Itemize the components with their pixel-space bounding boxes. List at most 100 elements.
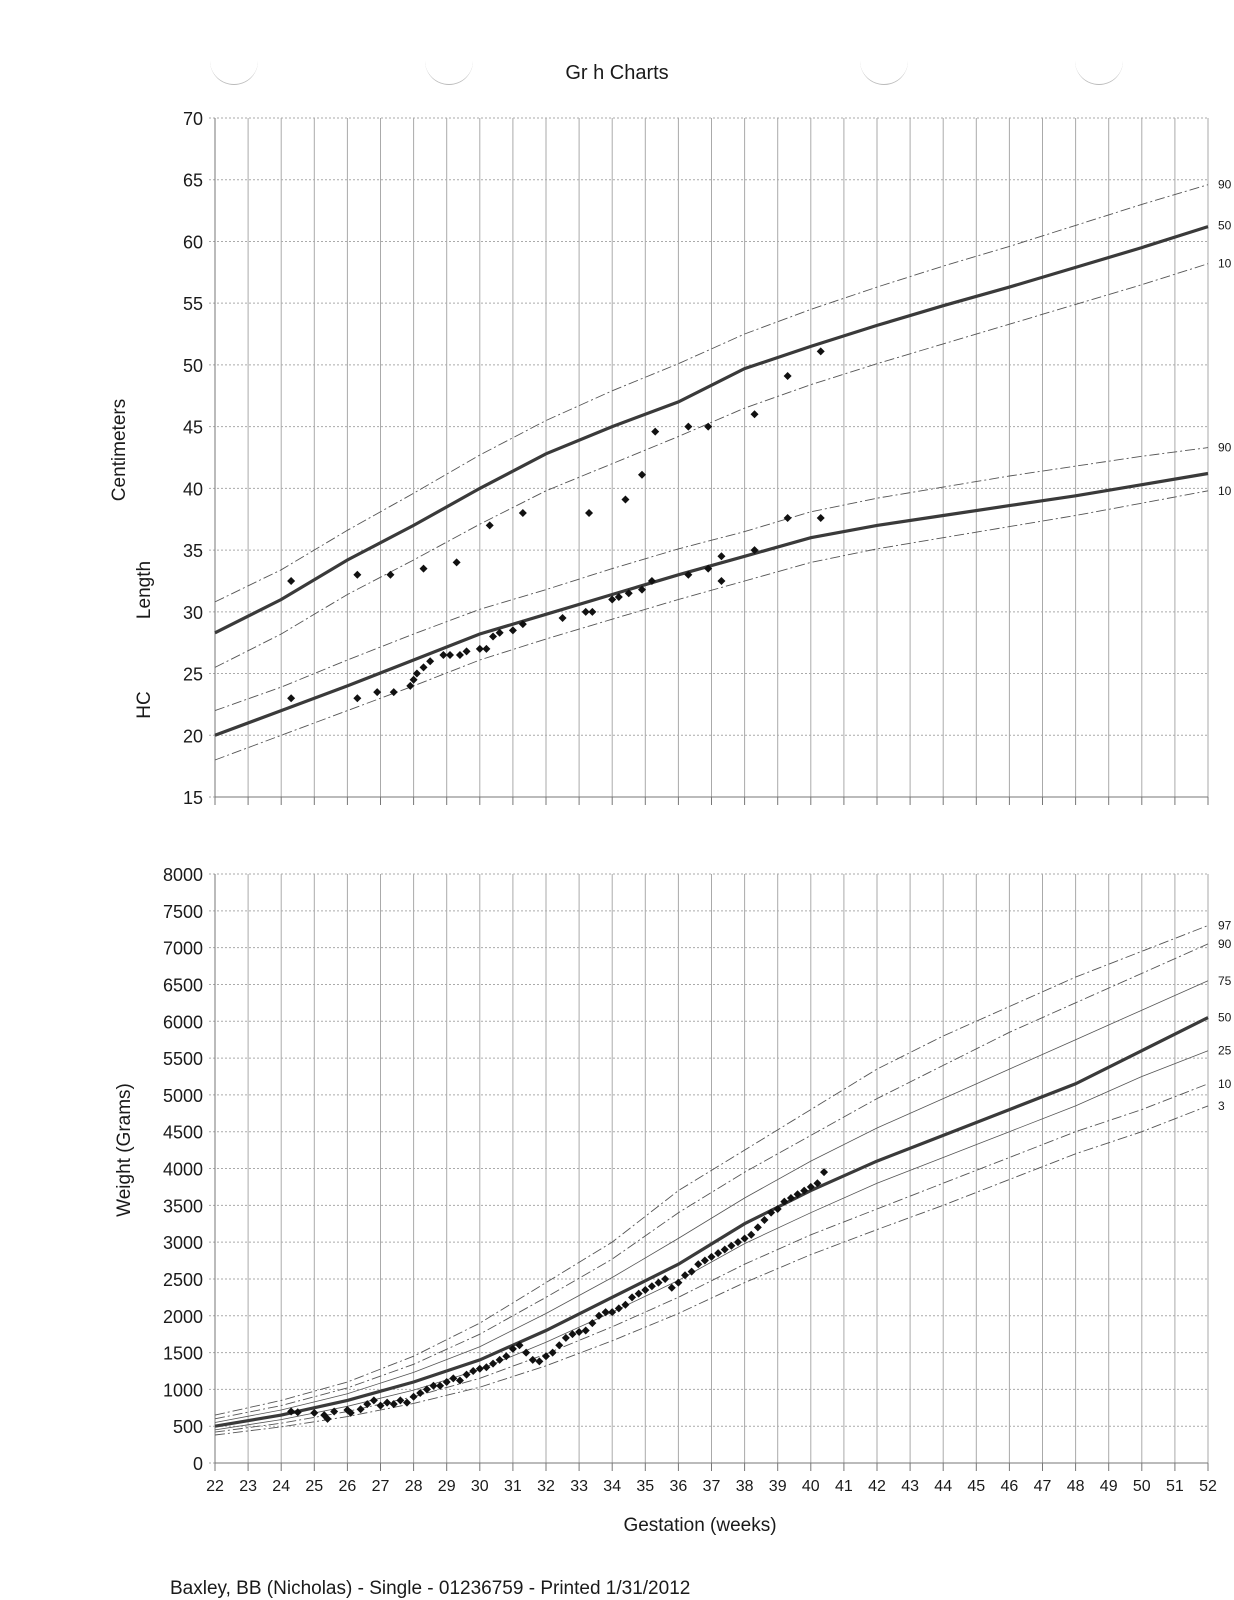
x-tick-label: 36 bbox=[670, 1478, 688, 1495]
x-tick-label: 52 bbox=[1199, 1478, 1217, 1495]
hc-point bbox=[647, 576, 656, 585]
x-tick-label: 25 bbox=[305, 1478, 323, 1495]
y-tick-label: 65 bbox=[183, 171, 203, 191]
weight-point bbox=[707, 1252, 716, 1261]
y-tick-label: 7000 bbox=[163, 939, 203, 959]
length-point bbox=[783, 372, 792, 381]
y-tick-label: 40 bbox=[183, 479, 203, 499]
length-point bbox=[704, 422, 713, 431]
weight-point bbox=[628, 1293, 637, 1302]
weight-point bbox=[581, 1326, 590, 1335]
x-tick-label: 47 bbox=[1034, 1478, 1052, 1495]
hc-point bbox=[462, 647, 471, 656]
weight-point bbox=[422, 1385, 431, 1394]
weight-point bbox=[346, 1408, 355, 1417]
weight-point bbox=[449, 1374, 458, 1383]
hc-point bbox=[750, 546, 759, 555]
hc-point bbox=[704, 564, 713, 573]
x-tick-label: 44 bbox=[934, 1478, 952, 1495]
percentile-label: 10 bbox=[1218, 1077, 1232, 1091]
weight-point bbox=[760, 1216, 769, 1225]
y-tick-label: 4000 bbox=[163, 1160, 203, 1180]
hc-point bbox=[475, 644, 484, 653]
hc-point bbox=[389, 688, 398, 697]
weight-chart: 0 500 1000 1500 2000 2500 3000 3500 4000 4500 5000… bbox=[163, 865, 1232, 1495]
percentile-50-curve bbox=[214, 1016, 1209, 1428]
weight-point bbox=[793, 1190, 802, 1199]
weight-point bbox=[376, 1401, 385, 1410]
hc-point bbox=[608, 595, 617, 604]
hc-point bbox=[637, 585, 646, 594]
weight-point bbox=[594, 1311, 603, 1320]
hc-point bbox=[373, 688, 382, 697]
weight-point bbox=[733, 1238, 742, 1247]
length-point bbox=[637, 470, 646, 479]
y-tick-label: 1500 bbox=[163, 1344, 203, 1364]
percentile-label: 3 bbox=[1218, 1099, 1225, 1113]
hc-point bbox=[412, 669, 421, 678]
weight-point bbox=[495, 1355, 504, 1364]
percentile-3-curve bbox=[214, 1105, 1209, 1436]
hc-point bbox=[446, 651, 455, 660]
y-tick-label: 6000 bbox=[163, 1012, 203, 1032]
y-tick-label: 4500 bbox=[163, 1123, 203, 1143]
x-tick-label: 50 bbox=[1133, 1478, 1151, 1495]
percentile-label: 90 bbox=[1218, 937, 1232, 951]
weight-point bbox=[601, 1308, 610, 1317]
length-point bbox=[485, 521, 494, 530]
weight-point bbox=[442, 1378, 451, 1387]
y-tick-label: 6500 bbox=[163, 975, 203, 995]
hc-point bbox=[419, 663, 428, 672]
weight-point bbox=[402, 1398, 411, 1407]
hc-point bbox=[426, 657, 435, 666]
y-tick-label: 3500 bbox=[163, 1196, 203, 1216]
weight-point bbox=[310, 1408, 319, 1417]
hc-point bbox=[558, 613, 567, 622]
x-tick-label: 28 bbox=[405, 1478, 423, 1495]
percentile-label: 90 bbox=[1218, 441, 1232, 455]
x-tick-label: 51 bbox=[1166, 1478, 1184, 1495]
percentile-90-hc-curve bbox=[214, 447, 1209, 712]
footer-patient-info: Baxley, BB (Nicholas) - Single - 0123675… bbox=[170, 1578, 691, 1599]
page-title: Gr h Charts bbox=[565, 62, 669, 84]
x-tick-label: 34 bbox=[603, 1478, 621, 1495]
x-tick-label: 30 bbox=[471, 1478, 489, 1495]
weight-point bbox=[416, 1389, 425, 1398]
x-tick-label: 37 bbox=[703, 1478, 721, 1495]
weight-point bbox=[429, 1381, 438, 1390]
hc-point bbox=[624, 589, 633, 598]
percentile-label: 10 bbox=[1218, 484, 1232, 498]
x-tick-label: 23 bbox=[239, 1478, 257, 1495]
weight-point bbox=[727, 1241, 736, 1250]
percentile-label: 10 bbox=[1218, 257, 1232, 271]
y-tick-label: 3000 bbox=[163, 1233, 203, 1253]
percentile-90-length-curve bbox=[214, 184, 1209, 603]
weight-point bbox=[588, 1319, 597, 1328]
x-tick-label: 40 bbox=[802, 1478, 820, 1495]
length-point bbox=[386, 570, 395, 579]
hc-point bbox=[287, 694, 296, 703]
weight-point bbox=[455, 1376, 464, 1385]
percentile-97-curve bbox=[214, 925, 1209, 1416]
punch-hole-1 bbox=[210, 60, 258, 85]
weight-point bbox=[740, 1234, 749, 1243]
percentile-label: 90 bbox=[1218, 178, 1232, 192]
hc-point bbox=[816, 513, 825, 522]
hc-point bbox=[455, 651, 464, 660]
hc-point bbox=[783, 513, 792, 522]
length-point bbox=[750, 410, 759, 419]
x-tick-label: 29 bbox=[438, 1478, 456, 1495]
weight-point bbox=[469, 1366, 478, 1375]
hc-point bbox=[353, 694, 362, 703]
length-point bbox=[353, 570, 362, 579]
y-tick-label: 500 bbox=[173, 1417, 203, 1437]
y-axis-label-hc: HC bbox=[134, 691, 155, 718]
weight-point bbox=[674, 1278, 683, 1287]
weight-point bbox=[555, 1341, 564, 1350]
weight-point bbox=[383, 1398, 392, 1407]
weight-point bbox=[806, 1182, 815, 1191]
length-point bbox=[621, 495, 630, 504]
weight-point bbox=[508, 1344, 517, 1353]
x-tick-label: 33 bbox=[570, 1478, 588, 1495]
weight-point bbox=[482, 1363, 491, 1372]
